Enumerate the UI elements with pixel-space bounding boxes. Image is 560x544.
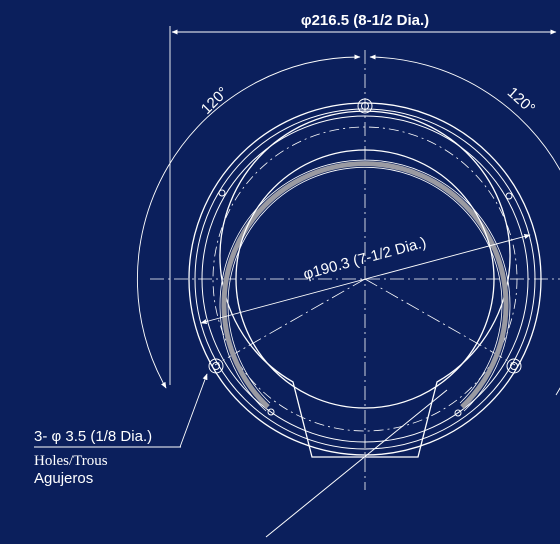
- screw-hole: [454, 409, 462, 417]
- screw-hole: [505, 192, 513, 200]
- angle-left-label: 120°: [198, 84, 232, 118]
- screw-hole: [267, 408, 275, 416]
- angle-arcs: [136, 54, 560, 396]
- angle-right-label: 120°: [504, 84, 538, 117]
- hole-callout-leader: [34, 373, 208, 448]
- mounting-hole-right: [506, 358, 522, 374]
- leader-line: [265, 389, 448, 538]
- outer-diameter-label: φ216.5 (8-1/2 Dia.): [301, 12, 429, 29]
- inner-diameter-dimension-line: [200, 234, 531, 324]
- hole-callout-sublabel: Holes/Trous: [34, 453, 108, 469]
- screw-hole: [218, 189, 226, 197]
- hole-callout-label: 3- φ 3.5 (1/8 Dia.): [34, 428, 152, 445]
- hole-callout-sublabel-2: Agujeros: [34, 470, 93, 487]
